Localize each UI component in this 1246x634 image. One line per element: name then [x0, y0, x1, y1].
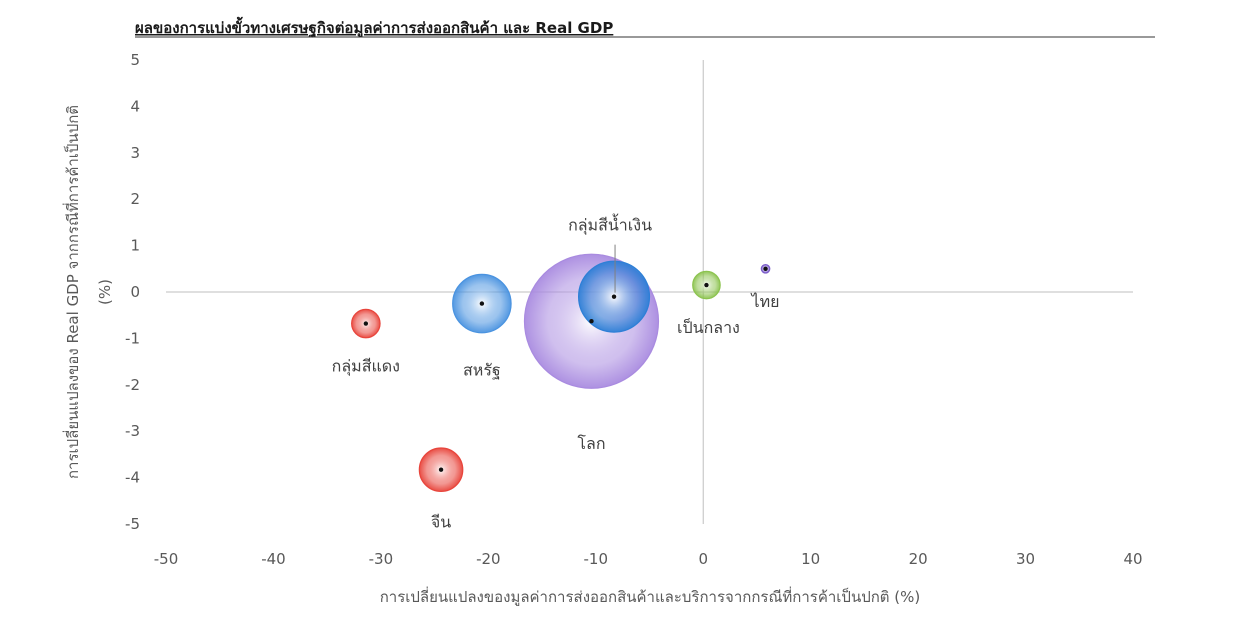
- x-tick-label: 30: [1016, 550, 1035, 568]
- bubble-center-dot: [704, 282, 709, 288]
- x-tick-label: -20: [476, 550, 501, 568]
- x-tick-label: 40: [1123, 550, 1142, 568]
- y-tick-label: -5: [125, 515, 140, 533]
- y-tick-label: 1: [130, 237, 140, 255]
- y-tick-label: -1: [125, 329, 140, 347]
- x-tick-label: -10: [584, 550, 609, 568]
- y-tick-label: 0: [130, 283, 140, 301]
- y-tick-label: 5: [130, 51, 140, 69]
- bubble-label: กลุ่มสีแดง: [332, 357, 400, 377]
- x-tick-label: 10: [801, 550, 820, 568]
- bubble-center-dot: [438, 467, 444, 472]
- y-tick-label: -2: [125, 376, 140, 394]
- x-tick-label: -30: [369, 550, 394, 568]
- x-axis-title: การเปลี่ยนแปลงของมูลค่าการส่งออกสินค้าแล…: [380, 586, 921, 606]
- bubble-label: จีน: [431, 513, 451, 532]
- chart-title: ผลของการแบ่งขั้วทางเศรษฐกิจต่อมูลค่าการส…: [135, 16, 613, 38]
- bubble-label: สหรัฐ: [463, 361, 501, 380]
- x-tick-label: -50: [154, 550, 179, 568]
- bubble-center-dot: [589, 319, 594, 324]
- y-tick-label: -3: [125, 422, 140, 440]
- bubble-center-dot: [479, 301, 485, 306]
- y-tick-label: 2: [130, 190, 140, 208]
- bubble-center-dot: [763, 266, 768, 271]
- y-tick-label: 4: [130, 97, 140, 115]
- bubbles: [351, 253, 771, 493]
- y-axis-title-line1: การเปลี่ยนแปลงของ Real GDP จากกรณีที่การ…: [62, 105, 82, 479]
- y-tick-label: 3: [130, 144, 140, 162]
- y-axis-title-line2: (%): [96, 279, 114, 305]
- bubble-label: โลก: [577, 434, 605, 453]
- x-tick-label: -40: [261, 550, 286, 568]
- bubble-label: เป็นกลาง: [677, 317, 740, 337]
- x-tick-label: 0: [698, 550, 708, 568]
- bubble-center-dot: [611, 294, 617, 299]
- bubble-label: กลุ่มสีน้ำเงิน: [568, 214, 652, 236]
- bubble-center-dot: [363, 321, 369, 326]
- x-tick-label: 20: [909, 550, 928, 568]
- y-tick-label: -4: [125, 469, 140, 487]
- bubble-label: ไทย: [750, 292, 780, 311]
